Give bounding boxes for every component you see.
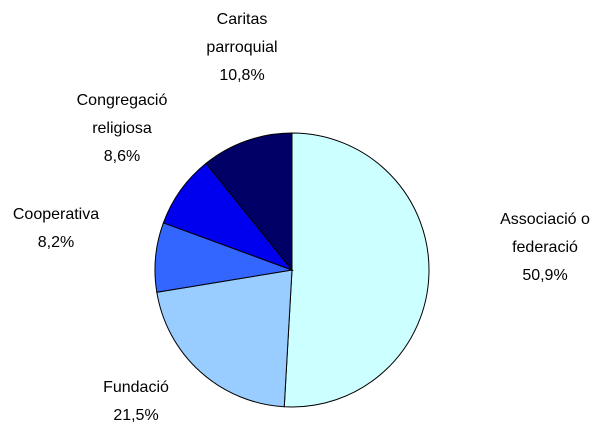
value-label: 10,8%: [219, 67, 264, 84]
value-label: 8,2%: [38, 234, 74, 251]
slice-label: Cooperativa: [13, 206, 99, 223]
slice-label: religiosa: [92, 120, 152, 137]
slice-label: federació: [512, 239, 578, 256]
slice-label: Associació o: [500, 211, 590, 228]
pie-slice: [156, 269, 293, 408]
value-label: 21,5%: [113, 407, 158, 424]
pie-slice: [283, 132, 430, 408]
value-label: 8,6%: [104, 148, 140, 165]
slice-label: Fundació: [103, 379, 169, 396]
slice-label: parroquial: [206, 39, 277, 56]
slice-label: Congregació: [77, 92, 168, 109]
pie-slice: [205, 132, 293, 272]
slice-label: Caritas: [217, 11, 268, 28]
value-label: 50,9%: [522, 267, 567, 284]
